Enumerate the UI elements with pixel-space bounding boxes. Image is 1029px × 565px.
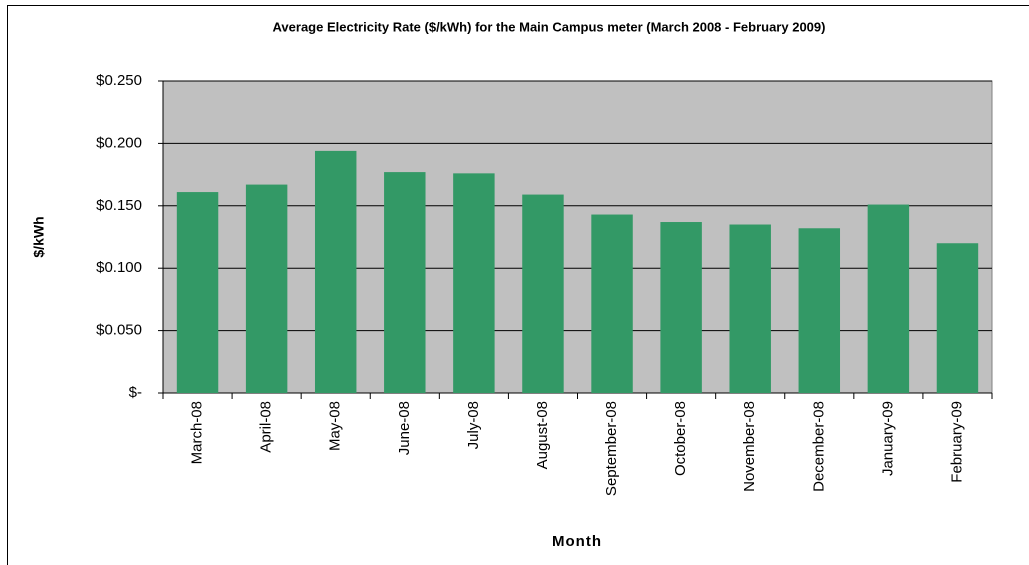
bar: [591, 214, 633, 393]
y-tick-label: $0.050: [96, 322, 142, 339]
x-tick-label: March-08: [189, 401, 206, 464]
y-tick-label: $0.250: [96, 72, 142, 89]
bar: [314, 150, 357, 393]
bar: [660, 222, 702, 393]
x-axis-label: Month: [552, 533, 602, 550]
y-axis-label: $/kWh: [31, 216, 47, 257]
bar: [936, 243, 979, 393]
x-tick-label: June-08: [396, 401, 413, 455]
bar: [176, 192, 219, 393]
x-tick-label: September-08: [603, 401, 620, 496]
y-tick-label: $0.150: [96, 197, 142, 214]
x-tick-label: December-08: [810, 401, 827, 492]
bar: [384, 172, 426, 393]
x-tick-label: October-08: [672, 401, 689, 476]
bar: [453, 173, 495, 393]
bar: [867, 204, 910, 393]
x-tick-label: July-08: [465, 401, 482, 449]
y-tick-label: $0.200: [96, 134, 142, 151]
chart-title: Average Electricity Rate ($/kWh) for the…: [273, 19, 826, 34]
x-tick-label: November-08: [741, 401, 758, 492]
x-tick-label: May-08: [327, 401, 344, 451]
bar: [522, 194, 564, 393]
x-tick-label: April-08: [258, 401, 275, 453]
x-tick-label: August-08: [534, 401, 551, 469]
x-tick-label: January-09: [879, 401, 896, 476]
bar: [798, 228, 841, 393]
y-tick-label: $0.100: [96, 259, 142, 276]
plot-area: [162, 80, 993, 394]
y-tick-label: $-: [129, 384, 142, 401]
bar: [245, 184, 288, 393]
bar: [729, 224, 771, 393]
x-tick-label: February-09: [948, 401, 965, 483]
